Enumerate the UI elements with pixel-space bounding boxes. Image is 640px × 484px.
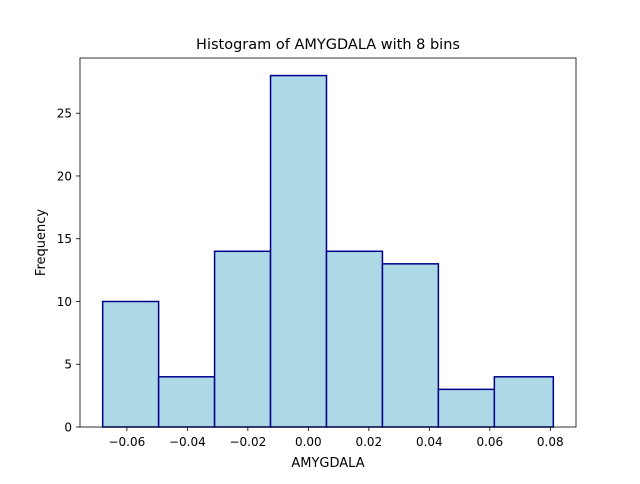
x-tick-label: −0.02 — [229, 435, 266, 449]
x-axis-label: AMYGDALA — [291, 456, 364, 471]
plot-frame — [79, 57, 577, 428]
y-tick-label: 15 — [57, 232, 72, 246]
y-axis: 0 5 10 15 20 25 — [57, 107, 80, 435]
y-tick-label: 10 — [57, 295, 72, 309]
y-tick-label: 0 — [64, 421, 72, 435]
x-axis: −0.06 −0.04 −0.02 0.00 0.02 0.04 0.06 0.08 — [108, 427, 564, 449]
y-axis-label: Frequency — [34, 209, 49, 276]
y-tick-label: 5 — [64, 358, 72, 372]
histogram-bar — [213, 250, 272, 428]
x-tick-label: 0.02 — [355, 435, 382, 449]
x-tick-label: −0.06 — [108, 435, 145, 449]
histogram-bar — [381, 263, 440, 428]
histogram-bar — [437, 388, 496, 428]
x-tick-label: 0.08 — [537, 435, 564, 449]
x-tick-label: −0.04 — [169, 435, 206, 449]
x-tick-label: 0.06 — [476, 435, 503, 449]
x-tick-label: 0.00 — [295, 435, 322, 449]
x-tick-label: 0.04 — [416, 435, 443, 449]
y-tick-label: 20 — [57, 169, 72, 183]
y-tick-label: 25 — [57, 107, 72, 121]
histogram-bar — [269, 74, 328, 428]
histogram-bar — [493, 376, 555, 428]
histogram-bar — [325, 250, 384, 428]
histogram-bar — [157, 376, 216, 428]
histogram-bar — [101, 300, 160, 428]
bars-group — [101, 74, 555, 428]
chart-title: Histogram of AMYGDALA with 8 bins — [196, 37, 460, 53]
